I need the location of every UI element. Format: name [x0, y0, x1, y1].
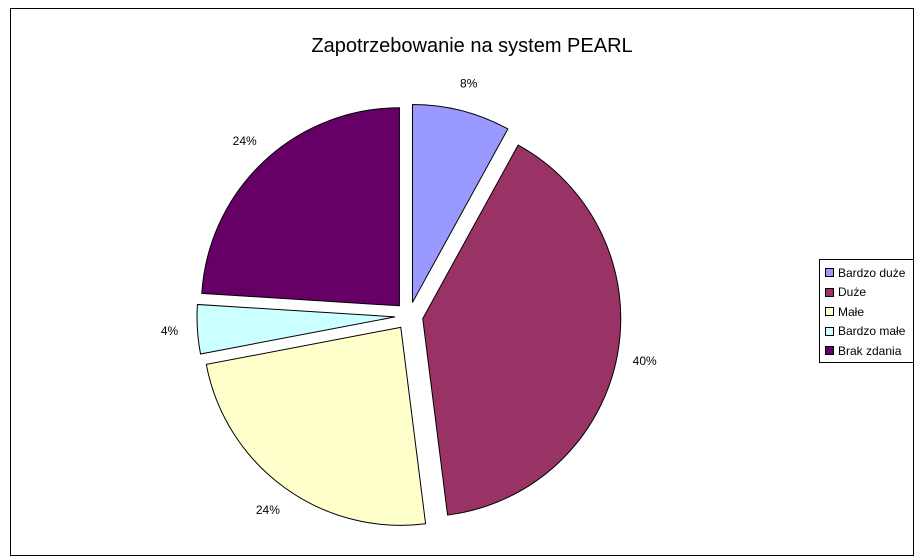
data-label: 8%	[460, 77, 478, 91]
pie-slice	[422, 144, 622, 516]
legend-item: Bardzo małe	[825, 322, 913, 342]
legend-item: Bardzo duże	[825, 263, 913, 283]
data-label: 24%	[256, 503, 280, 517]
legend-item: Duże	[825, 283, 913, 303]
pie-slice	[196, 303, 396, 355]
data-label: 40%	[633, 354, 657, 368]
pie-slice	[201, 107, 400, 307]
legend-swatch	[825, 346, 834, 356]
legend-label: Małe	[838, 304, 865, 319]
legend-label: Brak zdania	[838, 343, 902, 358]
legend-swatch	[825, 268, 834, 278]
legend-swatch	[825, 307, 834, 317]
chart-title: Zapotrzebowanie na system PEARL	[311, 35, 632, 57]
chart-area: Zapotrzebowanie na system PEARL 8% 40% 24%…	[10, 8, 914, 556]
legend: Bardzo duże Duże Małe Bardzo małe Brak z…	[819, 259, 913, 363]
pie-chart-plot: Zapotrzebowanie na system PEARL 8% 40% 24%…	[161, 35, 657, 526]
pie-slice	[205, 326, 427, 526]
legend-item: Małe	[825, 302, 913, 322]
data-label: 24%	[233, 134, 257, 148]
legend-label: Bardzo małe	[838, 324, 906, 339]
legend-label: Duże	[838, 285, 867, 300]
legend-swatch	[825, 326, 834, 336]
legend-item: Brak zdania	[825, 341, 913, 361]
legend-label: Bardzo duże	[838, 265, 906, 280]
legend-swatch	[825, 287, 834, 297]
pie-slice	[411, 103, 509, 303]
data-label: 4%	[161, 324, 179, 338]
